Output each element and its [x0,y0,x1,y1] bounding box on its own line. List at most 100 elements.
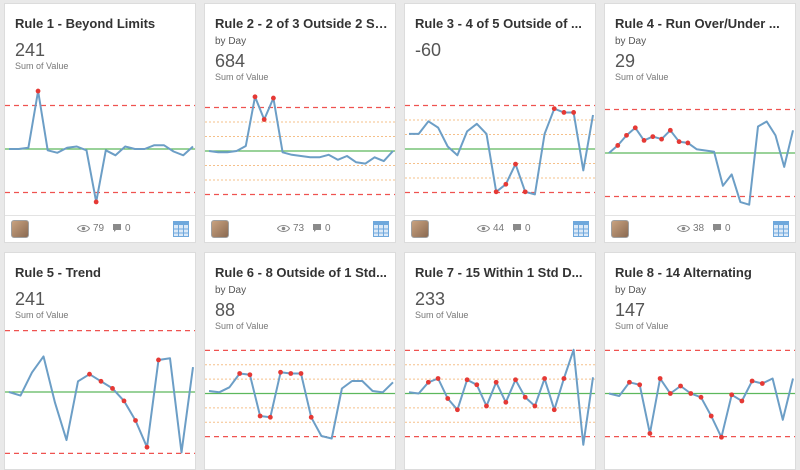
views-count: 44 [476,223,505,234]
violation-point [678,383,683,389]
owner-avatar[interactable] [611,220,629,238]
data-series-line [208,371,394,440]
violation-point [632,125,638,131]
metric-label: Sum of Value [215,72,269,82]
violation-point [35,88,41,94]
violation-point [252,94,258,100]
data-series-line [9,90,194,203]
violation-point [698,394,704,400]
violation-point [659,136,664,142]
views-value: 73 [293,223,305,234]
metric-value: 88 [215,300,236,320]
violation-point [561,110,567,115]
violation-point [237,371,243,376]
table-view-button[interactable] [373,221,389,242]
violation-point [288,371,294,376]
card-subtitle: by Day [615,285,647,296]
card-title[interactable]: Rule 5 - Trend [15,265,101,280]
violation-point [87,371,92,377]
violation-point [425,379,431,385]
chart-card-rule-4[interactable]: Rule 4 - Run Over/Under ... by Day 29 Su… [604,3,796,243]
violation-point [688,391,694,396]
comments-count[interactable]: 0 [312,223,331,234]
metric-label: Sum of Value [15,310,69,320]
metric-value: 29 [615,51,636,71]
violation-point [522,189,528,195]
comments-value: 0 [725,223,731,234]
violation-point [308,414,314,420]
violation-point [615,143,621,148]
violation-point [267,414,273,420]
chart-card-rule-1[interactable]: Rule 1 - Beyond Limits 241 Sum of Value … [4,3,196,243]
violation-point [641,138,647,143]
violation-point [298,371,304,376]
control-chart [405,104,595,196]
violation-point [551,407,557,413]
card-footer: 79 0 [5,215,195,242]
violation-point [484,403,489,409]
violation-point [474,382,480,388]
metric-value: 684 [215,51,246,71]
comments-value: 0 [525,223,531,234]
comment-icon [513,224,521,232]
violation-point [667,127,673,133]
table-grid-icon [373,221,389,237]
violation-point [708,413,714,419]
card-title[interactable]: Rule 4 - Run Over/Under ... [615,16,780,31]
control-chart [605,108,795,206]
chart-card-rule-6[interactable]: Rule 6 - 8 Outside of 1 Std... by Day 88… [204,252,396,470]
table-view-button[interactable] [573,221,589,242]
eye-icon [476,224,491,233]
chart-card-rule-3[interactable]: Rule 3 - 4 of 5 Outside of ... -60 44 0 [404,3,596,243]
data-series-line [408,348,594,446]
table-view-button[interactable] [173,221,189,242]
comment-icon [313,224,321,232]
card-footer: 73 0 [205,215,395,242]
metric-label: Sum of Value [15,61,69,71]
table-grid-icon [773,221,789,237]
card-footer: 38 0 [605,215,795,242]
views-value: 44 [493,223,505,234]
comments-count[interactable]: 0 [512,223,531,234]
violation-point [627,379,632,385]
chart-card-rule-7[interactable]: Rule 7 - 15 Within 1 Std D... 233 Sum of… [404,252,596,470]
data-series-line [409,107,594,196]
violation-point [561,376,567,381]
owner-avatar[interactable] [11,220,29,238]
card-title[interactable]: Rule 3 - 4 of 5 Outside of ... [415,16,582,31]
card-footer: 44 0 [405,215,595,242]
card-title[interactable]: Rule 2 - 2 of 3 Outside 2 Std... [215,16,389,31]
card-title[interactable]: Rule 8 - 14 Alternating [615,265,752,280]
violation-point [247,372,253,378]
chart-card-rule-2[interactable]: Rule 2 - 2 of 3 Outside 2 Std... by Day … [204,3,396,243]
card-title[interactable]: Rule 7 - 15 Within 1 Std D... [415,265,583,280]
metric-value: 233 [415,289,446,309]
violation-point [571,110,577,115]
views-count: 38 [676,223,704,234]
owner-avatar[interactable] [211,220,229,238]
violation-point [257,413,263,419]
owner-avatar[interactable] [411,220,429,238]
comments-count[interactable]: 0 [112,223,131,234]
violation-point [455,407,460,413]
metric-value: 241 [15,289,46,309]
chart-card-rule-5[interactable]: Rule 5 - Trend 241 Sum of Value [4,252,196,470]
violation-point [493,189,499,195]
violation-point [542,376,547,381]
violation-point [749,378,755,384]
card-title[interactable]: Rule 6 - 8 Outside of 1 Std... [215,265,387,280]
views-count: 79 [76,223,104,234]
comment-icon [113,224,121,232]
control-chart [5,329,195,455]
comments-count[interactable]: 0 [712,223,731,234]
violation-point [729,392,735,398]
metric-label: Sum of Value [415,310,469,320]
card-title[interactable]: Rule 1 - Beyond Limits [15,16,156,31]
card-subtitle: by Day [215,36,247,47]
violation-point [551,106,557,112]
violation-point [513,161,518,167]
violation-point [493,379,499,385]
violation-point [657,376,663,381]
table-view-button[interactable] [773,221,789,242]
chart-card-rule-8[interactable]: Rule 8 - 14 Alternating by Day 147 Sum o… [604,252,796,470]
